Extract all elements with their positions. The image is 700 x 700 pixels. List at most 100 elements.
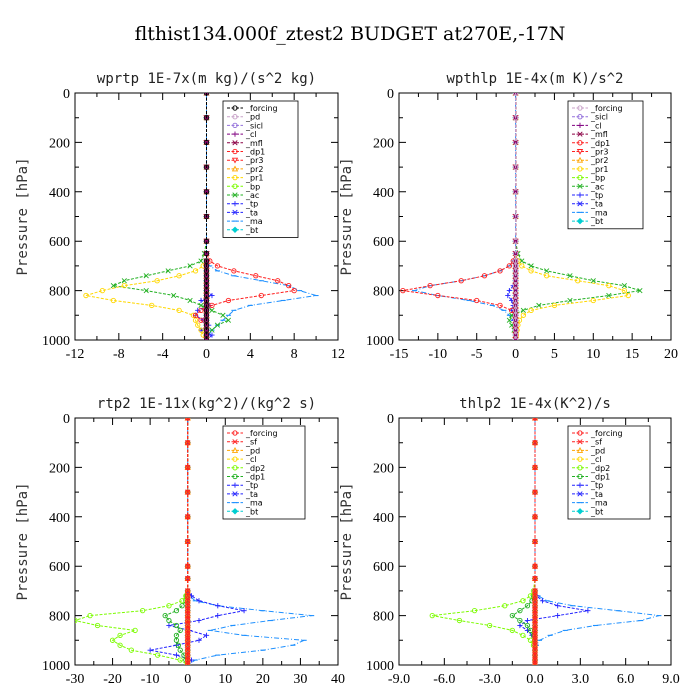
point-dp1 [173,632,180,639]
point-forcing [185,598,191,604]
point-ac [198,258,204,264]
series-layer [83,93,319,340]
point-forcing [185,632,191,639]
y-tick-label: 400 [373,511,394,526]
point-forcing [203,302,210,309]
x-tick-label: -3.0 [479,672,501,687]
legend-label: _cl [245,130,257,139]
legend-marker [576,217,584,225]
x-tick-label: -6.0 [433,672,455,687]
legend-marker [576,149,584,155]
point-forcing [185,637,191,643]
point-forcing [203,312,210,318]
point-dp2 [471,608,478,614]
point-ac [528,263,534,269]
point-dp1 [258,292,264,299]
point-dp2 [117,632,123,639]
point-forcing [185,652,191,658]
point-dp2 [429,612,435,619]
point-forcing [512,327,519,333]
point-dp1 [497,268,503,274]
point-dp2 [177,657,183,663]
point-ac [198,302,204,309]
legend-label: _pr2 [245,165,263,174]
legend-marker [577,192,583,198]
legend-marker [231,157,239,164]
legend-marker [232,491,238,497]
x-tick-label: -9.0 [388,672,410,687]
y-axis-label: Pressure [hPa] [339,482,355,600]
legend-label: _forcing [245,429,278,438]
point-dp1 [173,608,180,614]
point-ac [220,312,226,318]
point-dp1 [179,603,185,609]
legend-marker [232,473,238,480]
point-forcing [532,608,538,614]
x-tick-label: 10 [218,672,232,687]
legend-marker [231,508,239,515]
point-forcing [203,287,210,294]
legend-marker [577,201,583,207]
legend-marker [231,165,239,172]
point-forcing [532,563,538,569]
point-ac [165,268,171,274]
point-dp1 [177,627,183,634]
x-tick-label: 20 [664,347,678,362]
point-tp [166,622,172,629]
point-ac [110,283,116,289]
point-dp2 [166,603,172,609]
point-forcing [203,263,210,269]
point-dp2 [487,622,493,629]
panel-1: wprtp 1E-7x(m kg)/(s^2 kg) Pressure [hPa]… [15,71,345,362]
point-forcing [532,642,538,648]
legend-label: _dp1 [245,148,265,157]
point-forcing [203,292,210,299]
point-forcing [203,189,210,195]
legend-marker [577,114,583,120]
point-pr1 [149,302,155,309]
point-dp2 [520,632,526,639]
y-tick-label: 800 [49,610,70,625]
y-tick-label: 0 [63,412,70,427]
point-forcing [203,268,210,274]
point-forcing [512,115,519,121]
point-forcing [512,189,519,195]
legend-marker [576,447,584,453]
point-forcing [532,514,538,520]
legend-marker [232,209,238,216]
point-ac [590,278,596,284]
legend-label: _tp [590,481,603,490]
point-ac [506,317,512,323]
point-dp1 [173,622,180,629]
y-tick-label: 600 [49,560,70,575]
point-ac [536,302,542,309]
legend-label: _sicl [590,113,608,122]
legend: _forcing_sicl_cl_mfl_dp1_pr3_pr2_pr1_bp_… [567,100,644,230]
x-tick-label: -10 [429,347,448,362]
y-tick-label: 200 [373,461,394,476]
legend-marker [232,148,238,155]
legend-label: _dp2 [590,464,610,473]
point-dp1 [173,637,180,643]
point-ac [567,273,573,279]
point-dp1 [214,263,221,269]
y-tick-label: 800 [373,610,394,625]
legend-label: _pd [245,446,260,455]
legend-label: _pr2 [590,156,608,165]
point-pr1 [192,317,199,323]
point-pd [533,661,537,665]
legend-marker [577,122,583,128]
point-forcing [203,317,210,323]
point-ac [143,273,149,279]
point-forcing [203,307,210,314]
legend-marker [232,430,238,436]
point-forcing [512,238,519,244]
point-dp1 [497,302,503,309]
legend-box [567,100,644,230]
panel-title: rtp2 1E-11x(kg^2)/(kg^2 s) [97,396,316,412]
legend-label: _cl [245,455,257,464]
point-dp1 [198,317,204,323]
point-dp1 [291,287,297,294]
legend-marker [576,156,584,163]
